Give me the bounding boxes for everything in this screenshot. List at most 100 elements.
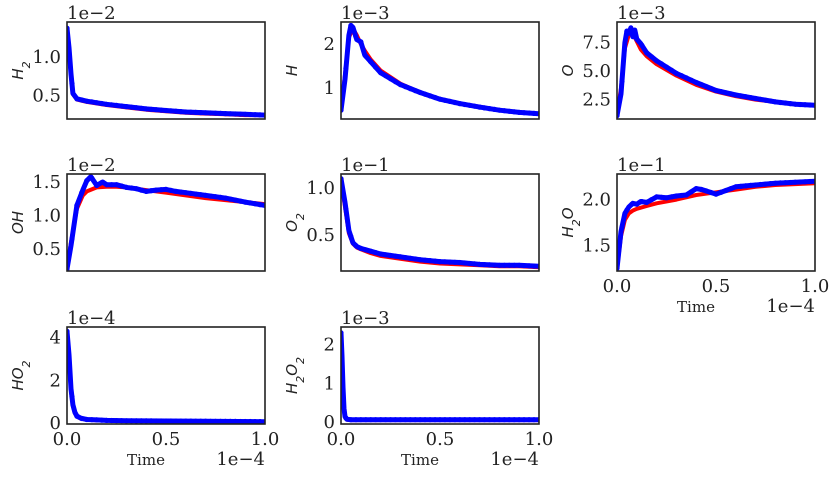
series-point-h2o2 bbox=[358, 417, 364, 423]
series-point-oh bbox=[252, 201, 258, 207]
series-point-ho2 bbox=[163, 418, 169, 424]
series-point-h bbox=[437, 96, 443, 102]
series-point-h2o2 bbox=[472, 417, 478, 423]
series-point-ho2 bbox=[207, 418, 214, 424]
series-point-o bbox=[663, 64, 670, 70]
ytick-label-o: 2.5 bbox=[582, 90, 611, 111]
series-point-h2o2 bbox=[422, 417, 428, 423]
series-point-ho2 bbox=[158, 418, 164, 424]
series-point-ho2 bbox=[138, 418, 144, 424]
series-point-o bbox=[757, 96, 764, 102]
series-point-ho2 bbox=[99, 417, 105, 423]
series-point-oh bbox=[168, 187, 174, 193]
series-point-ho2 bbox=[252, 419, 258, 424]
series-point-ho2 bbox=[232, 418, 238, 424]
series-point-h bbox=[402, 84, 408, 90]
series-point-o bbox=[698, 81, 704, 88]
series-point-h2 bbox=[198, 110, 204, 116]
series-point-ho2 bbox=[94, 417, 100, 423]
series-point-h2o bbox=[807, 178, 813, 185]
series-point-h bbox=[392, 79, 398, 85]
series-point-o2 bbox=[417, 257, 423, 263]
series-point-h bbox=[373, 64, 379, 70]
ytick-label-h2o: 2.0 bbox=[582, 190, 611, 211]
series-point-h bbox=[442, 97, 448, 103]
series-point-h bbox=[496, 107, 502, 113]
series-point-ho2 bbox=[69, 394, 75, 400]
axes-frame-h bbox=[340, 21, 540, 120]
series-point-h2o2 bbox=[457, 417, 463, 423]
series-point-h2 bbox=[252, 112, 258, 118]
series-point-o bbox=[683, 75, 689, 81]
series-point-oh bbox=[148, 188, 154, 194]
series-point-h2 bbox=[257, 112, 263, 118]
series-point-oh bbox=[113, 182, 120, 188]
series-point-o bbox=[713, 87, 719, 94]
series-point-o2 bbox=[442, 259, 448, 265]
series-point-h2o2 bbox=[348, 417, 354, 423]
ylabel-h2o: H2O bbox=[559, 207, 583, 237]
y-offset-label-oh: 1e−2 bbox=[67, 155, 116, 176]
series-point-oh bbox=[133, 186, 139, 192]
series-point-h2 bbox=[143, 106, 149, 112]
series-point-o bbox=[787, 101, 793, 107]
ytick-label-h2: 0.5 bbox=[32, 86, 61, 107]
ylabel-o2: O2 bbox=[283, 213, 307, 232]
ytick-label-oh: 1.5 bbox=[32, 172, 61, 193]
series-point-h2o bbox=[723, 187, 729, 194]
series-point-h2o2 bbox=[343, 415, 349, 421]
series-point-o bbox=[619, 78, 625, 84]
series-point-ho2 bbox=[104, 417, 110, 423]
series-point-ho2 bbox=[84, 416, 90, 423]
series-point-h2o bbox=[654, 194, 660, 200]
series-point-h2 bbox=[153, 107, 159, 113]
ytick-label-h: 2 bbox=[324, 34, 335, 55]
series-point-o bbox=[723, 90, 729, 96]
series-point-h2o bbox=[663, 195, 670, 201]
series-point-h2o bbox=[703, 188, 709, 194]
y-offset-label-o2: 1e−1 bbox=[341, 155, 390, 176]
series-point-h2o2 bbox=[526, 417, 532, 423]
series-point-o bbox=[728, 91, 734, 97]
series-point-o2 bbox=[506, 262, 512, 268]
y-offset-label-h2: 1e−2 bbox=[67, 3, 116, 24]
series-point-h2o2 bbox=[442, 417, 448, 423]
series-point-o2 bbox=[501, 262, 507, 268]
series-point-h2o bbox=[683, 192, 689, 198]
series-point-o2 bbox=[412, 256, 418, 262]
series-point-h2 bbox=[109, 102, 115, 108]
ytick-label-ho2: 0 bbox=[50, 413, 61, 434]
series-point-o2 bbox=[432, 258, 438, 264]
xtick-label-h2o2: 0.0 bbox=[327, 429, 356, 450]
series-point-h bbox=[506, 108, 512, 114]
xtick-label-ho2: 1.0 bbox=[251, 429, 280, 450]
series-point-h bbox=[383, 73, 389, 79]
series-point-h2o bbox=[629, 201, 635, 207]
series-point-h2o bbox=[738, 183, 744, 189]
series-point-oh bbox=[153, 187, 159, 193]
series-point-h2o bbox=[718, 189, 724, 195]
series-point-o bbox=[678, 73, 685, 79]
ytick-label-ho2: 2 bbox=[50, 370, 61, 391]
series-point-h2o bbox=[753, 182, 759, 188]
series-point-ho2 bbox=[143, 418, 149, 424]
series-point-h2 bbox=[193, 109, 199, 115]
series-point-h2o bbox=[787, 179, 793, 186]
xtick-label-h2o: 0.5 bbox=[702, 276, 731, 297]
series-point-o2 bbox=[447, 259, 453, 265]
axes-frame-h2o2 bbox=[340, 326, 540, 425]
panel-oh: 0.5 1.0 1.5 1e−2 OH bbox=[9, 155, 266, 272]
series-point-h2 bbox=[118, 103, 125, 109]
ylabel-h: H bbox=[283, 65, 301, 76]
ytick-label-oh: 0.5 bbox=[32, 239, 61, 260]
series-point-oh bbox=[178, 189, 184, 195]
series-point-ho2 bbox=[113, 418, 120, 424]
series-point-h2o2 bbox=[486, 417, 493, 423]
series-point-h2 bbox=[227, 111, 233, 117]
panel-h2o: 1.5 2.0 1e−1 H2O 0.0 0.5 1.0 Time 1e−4 bbox=[559, 155, 829, 317]
series-point-h bbox=[397, 82, 403, 88]
xlabel-h2o2: Time bbox=[401, 451, 439, 469]
series-point-h2o bbox=[772, 180, 779, 186]
ytick-label-h2o2: 1 bbox=[324, 373, 335, 394]
series-point-o2 bbox=[496, 262, 502, 268]
